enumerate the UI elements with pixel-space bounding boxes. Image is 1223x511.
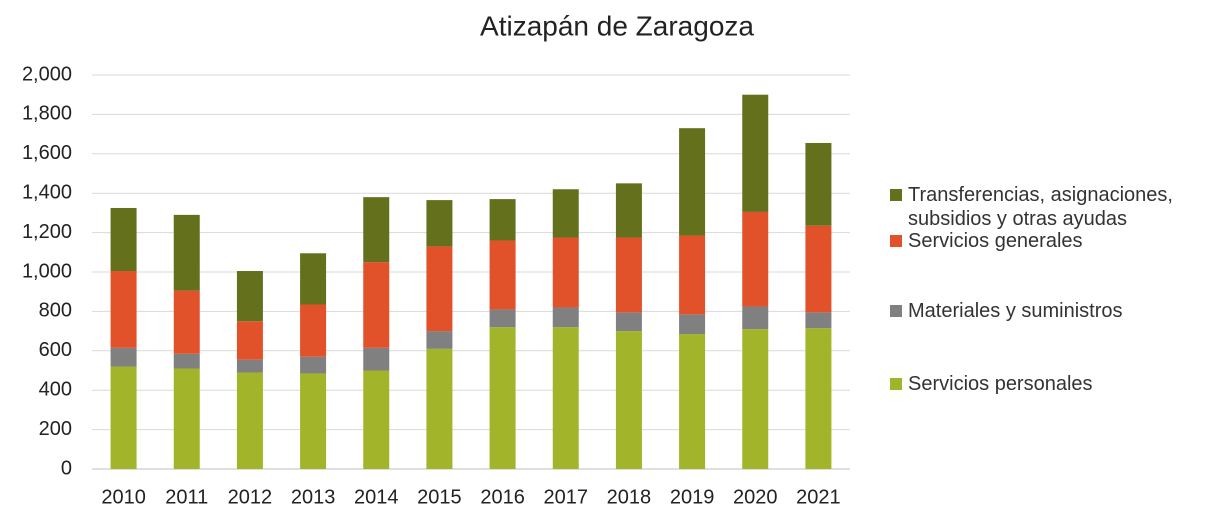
- legend-item: Transferencias, asignaciones, subsidios …: [890, 183, 1210, 231]
- bar-segment: [552, 307, 579, 328]
- bar-segment: [173, 214, 200, 291]
- bar-segment: [236, 372, 263, 469]
- y-tick-label: 400: [39, 378, 72, 400]
- bar-segment: [236, 359, 263, 373]
- bar-segment: [679, 314, 706, 335]
- y-tick-label: 600: [39, 339, 72, 361]
- y-tick-label: 1,400: [22, 181, 72, 203]
- y-tick-label: 800: [39, 300, 72, 322]
- legend-item: Servicios personales: [890, 372, 1210, 396]
- x-tick-label: 2015: [417, 486, 462, 508]
- x-tick-label: 2010: [101, 486, 146, 508]
- bar-segment: [552, 327, 579, 469]
- legend-item: Servicios generales: [890, 229, 1210, 253]
- x-tick-label: 2012: [228, 486, 273, 508]
- bar-segment: [363, 197, 390, 263]
- bar-segment: [615, 237, 642, 313]
- legend-label: Transferencias, asignaciones, subsidios …: [908, 184, 1173, 230]
- bar-segment: [426, 348, 453, 469]
- chart-title: Atizapán de Zaragoza: [480, 10, 754, 41]
- bar-segment: [110, 366, 137, 469]
- bar-segment: [110, 207, 137, 272]
- y-tick-label: 0: [61, 457, 72, 479]
- bar-segment: [489, 199, 516, 241]
- bar-segment: [110, 347, 137, 367]
- bar-segment: [300, 373, 327, 469]
- bar-segment: [236, 271, 263, 322]
- bar-segment: [679, 128, 706, 236]
- x-tick-label: 2019: [670, 486, 715, 508]
- bar-segment: [742, 306, 769, 330]
- bar-segment: [426, 200, 453, 247]
- bar-segment: [552, 189, 579, 238]
- bar-segment: [742, 329, 769, 469]
- x-tick-label: 2018: [607, 486, 652, 508]
- bar-segment: [173, 290, 200, 354]
- bar-segment: [236, 321, 263, 360]
- bar-segment: [615, 312, 642, 332]
- bar-segment: [300, 253, 327, 305]
- x-tick-label: 2013: [291, 486, 336, 508]
- bar-segment: [363, 347, 390, 371]
- bar-segment: [742, 211, 769, 307]
- bar-segment: [300, 356, 327, 374]
- x-tick-label: 2020: [733, 486, 778, 508]
- bar-segment: [805, 225, 832, 313]
- legend-swatch: [890, 235, 902, 247]
- legend-label: Servicios generales: [908, 230, 1083, 252]
- bar-segment: [489, 309, 516, 328]
- bar-segment: [805, 312, 832, 329]
- y-tick-label: 2,000: [22, 63, 72, 85]
- y-tick-label: 1,000: [22, 260, 72, 282]
- bar-segment: [426, 246, 453, 332]
- bar-segment: [615, 183, 642, 238]
- bar-segment: [805, 328, 832, 469]
- bar-segment: [679, 235, 706, 315]
- y-tick-label: 1,600: [22, 142, 72, 164]
- legend-item: Materiales y suministros: [890, 299, 1210, 323]
- bar-segment: [110, 271, 137, 348]
- legend-label: Servicios personales: [908, 373, 1093, 395]
- bar-segment: [742, 94, 769, 212]
- x-tick-label: 2011: [165, 486, 208, 508]
- x-tick-label: 2014: [354, 486, 399, 508]
- x-tick-label: 2021: [796, 486, 841, 508]
- bar-segment: [489, 240, 516, 310]
- bar-segment: [173, 353, 200, 369]
- legend-swatch: [890, 189, 902, 201]
- bar-segment: [300, 304, 327, 357]
- bar-segment: [615, 331, 642, 469]
- bar-segment: [805, 142, 832, 226]
- bar-segment: [173, 368, 200, 469]
- legend-swatch: [890, 305, 902, 317]
- bar-segment: [426, 331, 453, 349]
- y-tick-label: 1,200: [22, 221, 72, 243]
- bar-segment: [489, 327, 516, 469]
- x-tick-label: 2017: [544, 486, 589, 508]
- x-tick-label: 2016: [480, 486, 525, 508]
- bar-segment: [363, 262, 390, 348]
- bar-segment: [679, 334, 706, 469]
- legend-swatch: [890, 378, 902, 390]
- bar-segment: [552, 237, 579, 308]
- y-tick-label: 200: [39, 418, 72, 440]
- bar-segment: [363, 370, 390, 469]
- y-tick-label: 1,800: [22, 103, 72, 125]
- legend-label: Materiales y suministros: [908, 300, 1123, 322]
